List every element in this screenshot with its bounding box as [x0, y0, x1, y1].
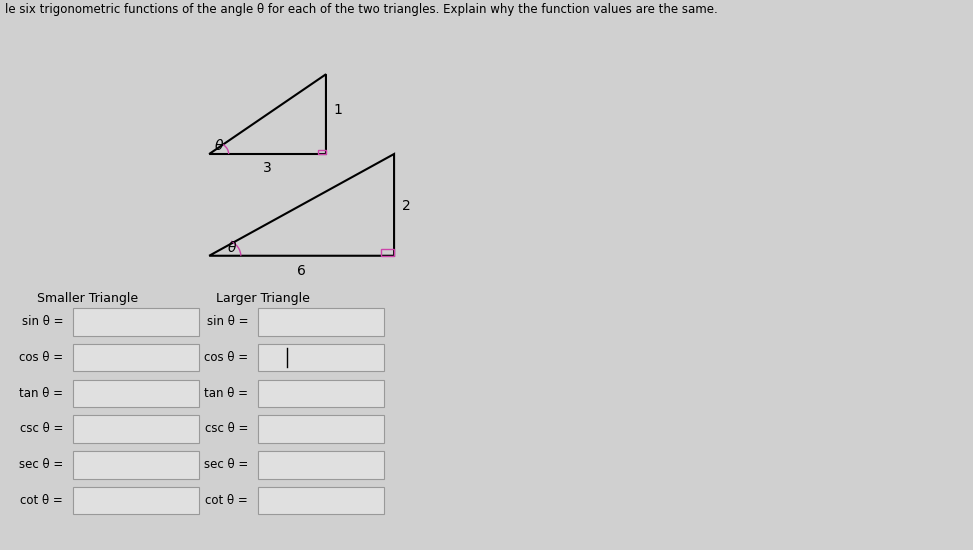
Text: tan θ =: tan θ =: [19, 387, 63, 400]
Text: cos θ =: cos θ =: [19, 351, 63, 364]
Text: θ: θ: [215, 139, 223, 153]
Text: Larger Triangle: Larger Triangle: [216, 292, 309, 305]
FancyBboxPatch shape: [258, 487, 384, 514]
Text: θ: θ: [228, 240, 235, 255]
Text: sin θ =: sin θ =: [206, 315, 248, 328]
Text: 6: 6: [297, 263, 306, 278]
FancyBboxPatch shape: [258, 308, 384, 336]
FancyBboxPatch shape: [258, 451, 384, 478]
FancyBboxPatch shape: [73, 451, 199, 478]
Text: sin θ =: sin θ =: [21, 315, 63, 328]
Text: csc θ =: csc θ =: [204, 422, 248, 436]
Text: cot θ =: cot θ =: [205, 494, 248, 507]
Text: cos θ =: cos θ =: [204, 351, 248, 364]
FancyBboxPatch shape: [73, 415, 199, 443]
FancyBboxPatch shape: [73, 379, 199, 407]
Text: le six trigonometric functions of the angle θ for each of the two triangles. Exp: le six trigonometric functions of the an…: [5, 3, 718, 16]
FancyBboxPatch shape: [258, 344, 384, 371]
Text: 2: 2: [403, 199, 411, 213]
FancyBboxPatch shape: [258, 415, 384, 443]
Text: 3: 3: [264, 161, 271, 175]
Text: sec θ =: sec θ =: [204, 458, 248, 471]
FancyBboxPatch shape: [73, 308, 199, 336]
Text: csc θ =: csc θ =: [19, 422, 63, 436]
FancyBboxPatch shape: [73, 344, 199, 371]
Text: sec θ =: sec θ =: [19, 458, 63, 471]
FancyBboxPatch shape: [258, 379, 384, 407]
Text: cot θ =: cot θ =: [20, 494, 63, 507]
FancyBboxPatch shape: [73, 487, 199, 514]
Text: Smaller Triangle: Smaller Triangle: [37, 292, 138, 305]
Text: 1: 1: [333, 103, 342, 117]
Text: tan θ =: tan θ =: [204, 387, 248, 400]
